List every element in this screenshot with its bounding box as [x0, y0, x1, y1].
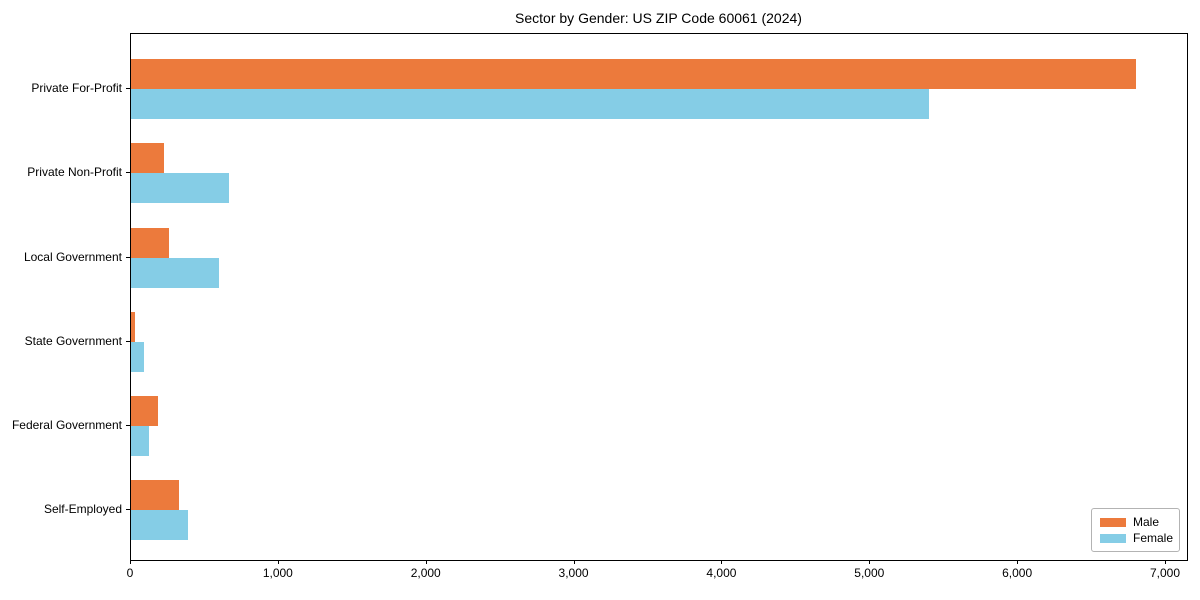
bar-private-non-profit-male — [131, 143, 164, 174]
bar-state-government-male — [131, 311, 136, 342]
x-tick-label-7-000: 7,000 — [1149, 566, 1181, 580]
bar-federal-government-female — [131, 426, 149, 456]
x-tick-label-2-000: 2,000 — [410, 566, 441, 580]
y-tick-label-local-government: Local Government — [23, 249, 122, 264]
legend-swatch-male — [1100, 517, 1126, 527]
x-tick-mark — [721, 560, 723, 564]
y-tick-label-private-non-profit: Private Non-Profit — [27, 165, 122, 180]
y-tick-mark — [126, 88, 130, 90]
bar-state-government-female — [131, 341, 145, 372]
y-tick-label-self-employed: Self-Employed — [43, 502, 122, 517]
legend-label-female: Female — [1133, 531, 1174, 545]
bar-local-government-female — [131, 257, 219, 288]
y-tick-label-private-for-profit: Private For-Profit — [31, 81, 122, 96]
y-tick-mark — [126, 256, 130, 258]
legend-item-female: Female — [1100, 530, 1174, 546]
y-tick-label-state-government: State Government — [24, 333, 122, 348]
x-tick-mark — [130, 560, 131, 564]
x-tick-mark — [277, 560, 279, 564]
legend-label-male: Male — [1133, 515, 1160, 529]
bar-local-government-male — [131, 227, 169, 258]
plot-area — [130, 33, 1188, 561]
x-tick-label-4-000: 4,000 — [706, 566, 737, 580]
x-tick-mark — [1165, 560, 1166, 564]
legend-item-male: Male — [1100, 514, 1171, 530]
y-tick-mark — [126, 340, 130, 342]
x-tick-mark — [1017, 560, 1019, 564]
x-tick-mark — [573, 560, 575, 564]
x-tick-mark — [425, 560, 427, 564]
y-tick-mark — [126, 172, 130, 174]
x-tick-label-6-000: 6,000 — [1002, 566, 1033, 580]
chart-title: Sector by Gender: US ZIP Code 60061 (202… — [515, 10, 802, 26]
y-tick-mark — [126, 509, 130, 511]
x-tick-label-5-000: 5,000 — [854, 566, 885, 580]
bar-private-non-profit-female — [131, 173, 229, 204]
y-tick-mark — [126, 425, 130, 426]
bar-private-for-profit-male — [131, 59, 1137, 90]
x-tick-mark — [869, 560, 871, 564]
bar-federal-government-male — [131, 396, 159, 426]
bar-self-employed-female — [131, 510, 188, 541]
legend: Male Female — [1091, 508, 1180, 552]
legend-swatch-female — [1100, 533, 1126, 543]
x-tick-label-1-000: 1,000 — [262, 566, 293, 580]
x-tick-label-3-000: 3,000 — [558, 566, 589, 580]
bar-private-for-profit-female — [131, 89, 930, 120]
bar-self-employed-male — [131, 480, 180, 511]
y-tick-label-federal-government: Federal Government — [11, 418, 122, 432]
x-tick-label-0: 0 — [126, 566, 134, 580]
